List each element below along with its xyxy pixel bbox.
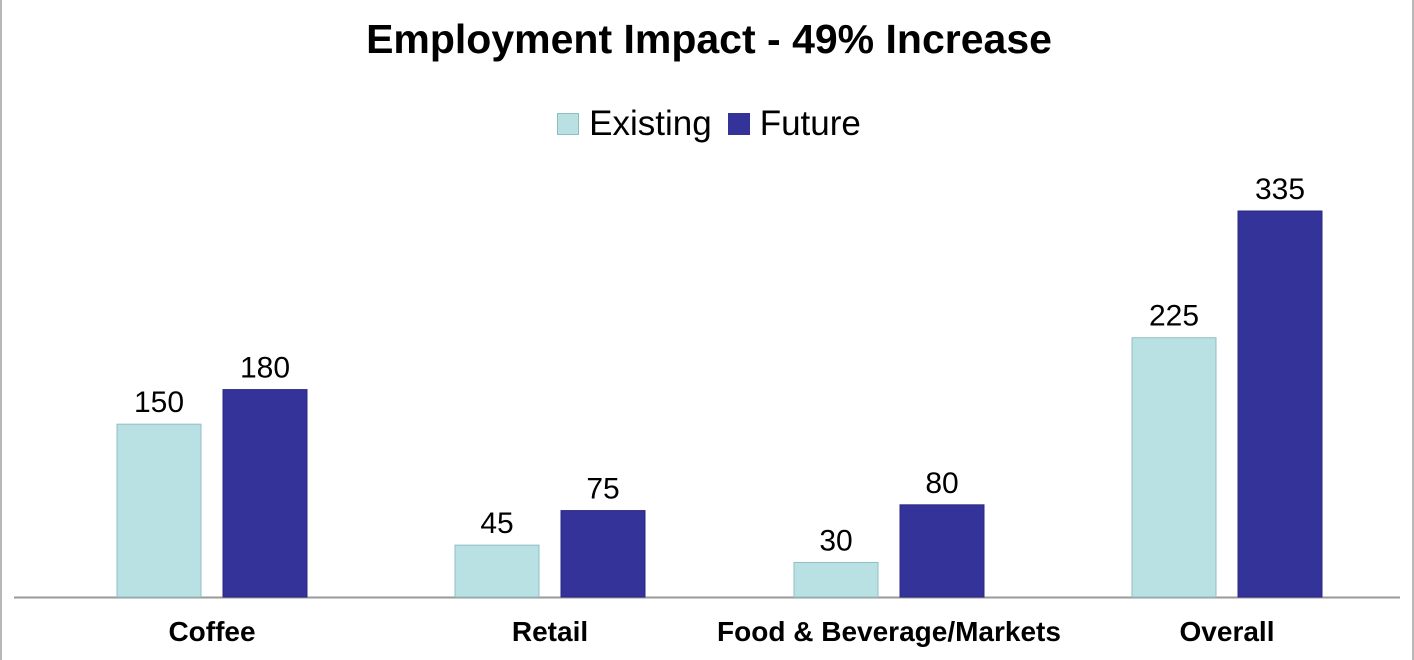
data-label-existing-retail: 45	[480, 507, 513, 540]
legend-label-future: Future	[759, 104, 861, 143]
bar-future-coffee	[222, 389, 308, 598]
bar-future-food-beverage-markets	[899, 504, 985, 598]
data-label-existing-food-beverage-markets: 30	[819, 524, 852, 557]
legend-label-existing: Existing	[589, 104, 712, 143]
data-label-future-retail: 75	[586, 473, 619, 506]
legend-swatch-future	[727, 113, 750, 135]
chart-title: Employment Impact - 49% Increase	[366, 16, 1052, 62]
bar-existing-overall	[1131, 337, 1217, 598]
chart-legend: Existing Future	[2, 104, 1414, 144]
bar-future-retail	[560, 510, 646, 598]
data-label-future-food-beverage-markets: 80	[925, 467, 958, 500]
category-label-coffee: Coffee	[168, 616, 255, 647]
category-label-food-beverage-markets: Food & Beverage/Markets	[717, 616, 1061, 647]
bar-future-overall	[1237, 210, 1323, 598]
data-label-existing-coffee: 150	[134, 386, 184, 419]
bar-existing-retail	[454, 544, 540, 598]
bar-existing-food-beverage-markets	[793, 561, 879, 598]
legend-swatch-existing	[557, 113, 580, 135]
data-label-existing-overall: 225	[1149, 300, 1199, 333]
category-label-retail: Retail	[512, 616, 588, 647]
data-label-future-overall: 335	[1255, 173, 1305, 206]
bar-existing-coffee	[116, 423, 202, 598]
data-label-future-coffee: 180	[240, 352, 290, 385]
category-label-overall: Overall	[1180, 616, 1275, 647]
legend-item-future: Future	[727, 104, 861, 144]
legend-item-existing: Existing	[557, 104, 712, 144]
